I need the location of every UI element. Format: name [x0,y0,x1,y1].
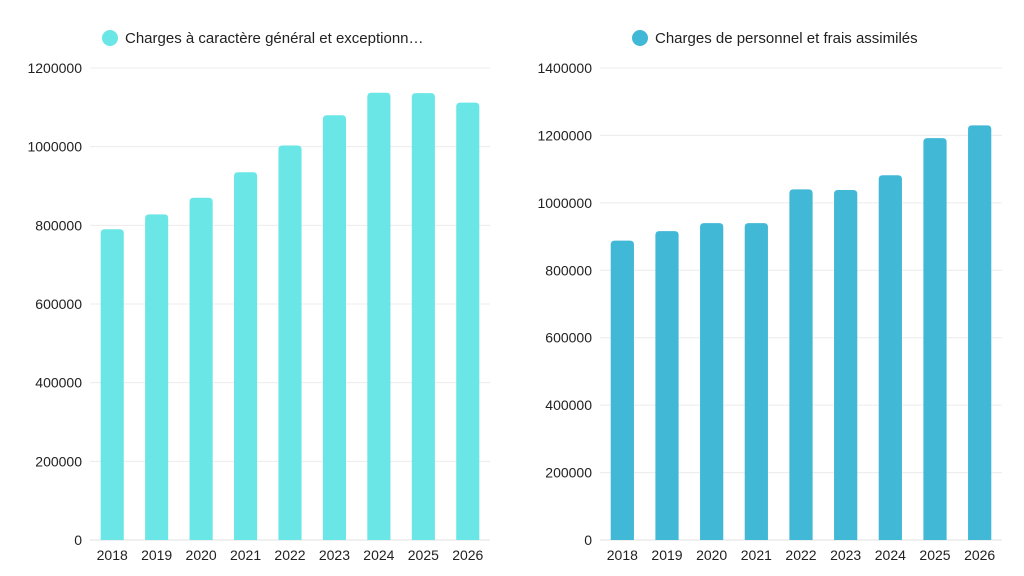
bar [189,197,213,541]
x-tick-label: 2023 [830,547,861,563]
bar [322,115,346,540]
x-tick-label: 2023 [319,547,350,563]
legend-label: Charges de personnel et frais assimilés [655,30,918,47]
y-tick-label: 0 [74,532,82,548]
x-tick-label: 2025 [408,547,439,563]
y-tick-label: 600000 [35,296,82,312]
y-tick-label: 1000000 [27,139,82,155]
x-tick-label: 2026 [964,547,995,563]
y-tick-label: 800000 [35,217,82,233]
y-tick-label: 400000 [545,397,592,413]
bar [655,231,679,541]
bar [100,229,124,540]
bar [278,145,302,540]
x-tick-label: 2019 [651,547,682,563]
bar [610,240,634,541]
bar [456,102,480,540]
left-bar-chart: 0 200000 400000 600000 800000 1000000 1200000 2… [27,30,490,563]
x-tick-label: 2019 [141,547,172,563]
bar [744,223,768,541]
x-tick-label: 2025 [919,547,950,563]
bar [234,172,258,540]
x-tick-label: 2021 [230,547,261,563]
x-tick-label: 2024 [363,547,394,563]
bar [411,93,435,540]
x-tick-label: 2018 [607,547,638,563]
y-tick-label: 0 [584,532,592,548]
y-tick-label: 1400000 [537,60,592,76]
bar [367,92,391,540]
x-tick-label: 2022 [785,547,816,563]
legend-label: Charges à caractère général et exception… [125,30,424,47]
y-tick-label: 200000 [545,465,592,481]
y-tick-label: 400000 [35,375,82,391]
bar [923,138,947,540]
y-tick-label: 600000 [545,330,592,346]
x-tick-label: 2021 [741,547,772,563]
bar [834,190,858,540]
bar [968,125,992,541]
x-tick-label: 2020 [696,547,727,563]
legend-marker [102,30,118,46]
bar [700,223,724,541]
legend-marker [632,30,648,46]
y-tick-label: 1000000 [537,195,592,211]
y-tick-label: 200000 [35,453,82,469]
bar [789,189,813,540]
y-tick-label: 1200000 [27,60,82,76]
x-tick-label: 2024 [875,547,906,563]
x-tick-label: 2018 [97,547,128,563]
bar [145,214,169,540]
x-tick-label: 2026 [452,547,483,563]
right-bar-chart: 0 200000 400000 600000 800000 1000000 1200000 1… [537,30,1002,563]
y-tick-label: 1200000 [537,127,592,143]
bar [878,175,902,540]
x-tick-label: 2022 [274,547,305,563]
x-tick-label: 2020 [186,547,217,563]
y-tick-label: 800000 [545,262,592,278]
